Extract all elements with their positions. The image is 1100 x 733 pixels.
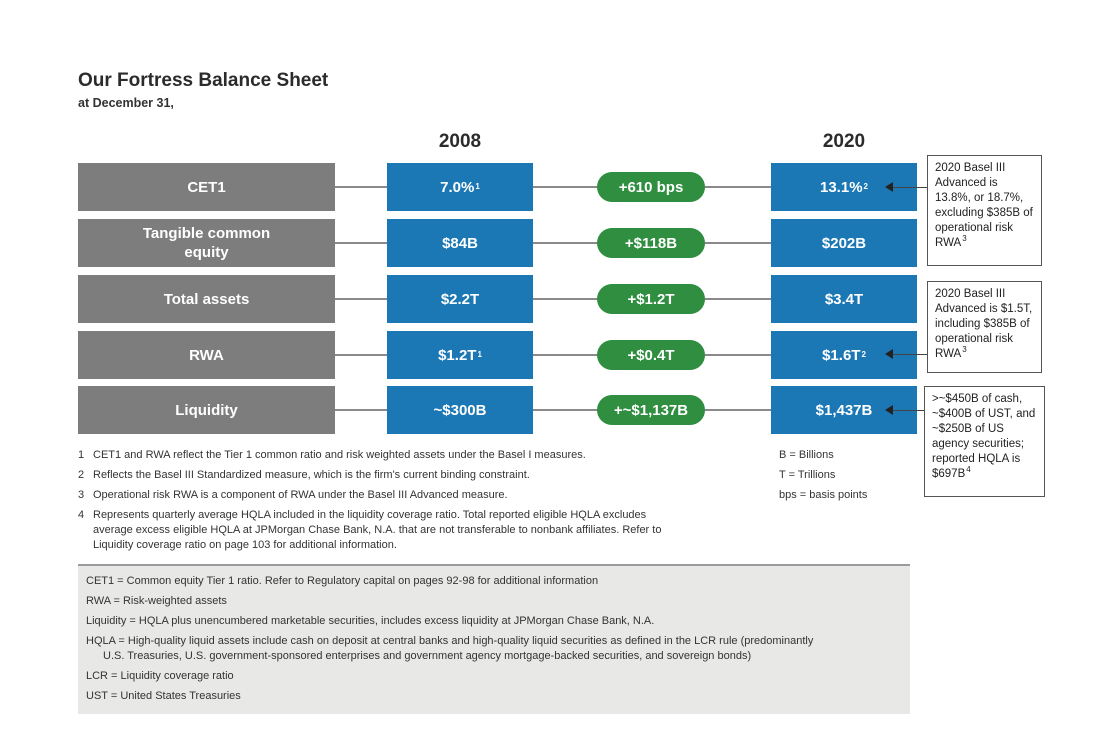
row-connector-line [335, 242, 771, 244]
change-pill-text: +$1.2T [627, 290, 675, 308]
row-connector-line [335, 354, 771, 356]
footnote-text: Represents quarterly average HQLA includ… [93, 509, 662, 551]
row-connector-line [335, 298, 771, 300]
change-pill-text: +~$1,137B [613, 401, 689, 419]
value-2008: ~$300B [387, 386, 533, 434]
value-2020: $3.4T [771, 275, 917, 323]
column-header-2008: 2008 [438, 131, 482, 152]
value-2008-text: $2.2T [440, 290, 480, 308]
footnote-number: 4 [78, 509, 85, 521]
value-2020: $1.6T 2 [771, 331, 917, 379]
footnote-ref: 4 [966, 465, 971, 475]
change-pill: +$0.4T [597, 340, 705, 370]
glossary-item: CET1 = Common equity Tier 1 ratio. Refer… [86, 574, 902, 589]
annotation-note: 2020 Basel III Advanced is $1.5T, includ… [927, 281, 1042, 373]
change-pill: +610 bps [597, 172, 705, 202]
glossary-item: RWA = Risk-weighted assets [86, 594, 902, 609]
footnote-text: Reflects the Basel III Standardized meas… [93, 469, 530, 481]
units-legend: B = Billions T = Trillions bps = basis p… [779, 448, 867, 508]
value-2008: $1.2T 1 [387, 331, 533, 379]
row-label-text: Tangible common equity [142, 225, 271, 261]
row-connector-line [335, 409, 771, 411]
legend-item: T = Trillions [779, 469, 836, 481]
value-2008-text: $1.2T [438, 346, 477, 364]
value-2008: $2.2T [387, 275, 533, 323]
page-subtitle: at December 31, [78, 96, 174, 110]
annotation-text: 2020 Basel III Advanced is $1.5T, includ… [935, 288, 1033, 360]
footnote: 4 Represents quarterly average HQLA incl… [78, 508, 688, 553]
footnote: 2 Reflects the Basel III Standardized me… [78, 468, 688, 483]
glossary-text: RWA = Risk-weighted assets [86, 595, 227, 607]
value-2020: $202B [771, 219, 917, 267]
glossary-text: HQLA = High-quality liquid assets includ… [86, 635, 814, 647]
annotation-arrow-line [893, 410, 924, 411]
row-label-text: RWA [189, 346, 224, 364]
row-label: CET1 [78, 163, 335, 211]
legend-item: B = Billions [779, 449, 834, 461]
value-2020-text: $1.6T [822, 346, 861, 364]
glossary-item: HQLA = High-quality liquid assets includ… [86, 634, 902, 664]
footnotes: 1 CET1 and RWA reflect the Tier 1 common… [78, 448, 688, 558]
glossary-text: UST = United States Treasuries [86, 690, 241, 702]
page-title: Our Fortress Balance Sheet [78, 70, 329, 91]
footnote-text: CET1 and RWA reflect the Tier 1 common r… [93, 449, 586, 461]
value-2020-text: $202B [821, 234, 867, 252]
value-2020-text: 13.1% [820, 178, 863, 196]
arrow-left-icon [885, 182, 893, 192]
column-header-2020: 2020 [822, 131, 866, 152]
arrow-left-icon [885, 405, 893, 415]
change-pill-text: +610 bps [618, 178, 684, 196]
value-2008-text: ~$300B [433, 401, 487, 419]
glossary-item: Liquidity = HQLA plus unencumbered marke… [86, 614, 902, 629]
footnote: 3 Operational risk RWA is a component of… [78, 488, 688, 503]
arrow-left-icon [885, 349, 893, 359]
change-pill: +~$1,137B [597, 395, 705, 425]
footnote: 1 CET1 and RWA reflect the Tier 1 common… [78, 448, 688, 463]
row-connector-line [335, 186, 771, 188]
annotation-note: >~$450B of cash, ~$400B of UST, and ~$25… [924, 386, 1045, 497]
row-label-text: CET1 [187, 178, 226, 196]
row-label: Tangible common equity [78, 219, 335, 267]
glossary-box: CET1 = Common equity Tier 1 ratio. Refer… [78, 564, 910, 714]
row-label: RWA [78, 331, 335, 379]
value-2008: $84B [387, 219, 533, 267]
value-2008-text: $84B [442, 234, 478, 252]
row-label: Total assets [78, 275, 335, 323]
value-2008: 7.0% 1 [387, 163, 533, 211]
glossary-item: LCR = Liquidity coverage ratio [86, 669, 902, 684]
change-pill-text: +$0.4T [627, 346, 675, 364]
annotation-text: 2020 Basel III Advanced is 13.8%, or 18.… [935, 162, 1033, 249]
annotation-arrow-line [893, 187, 927, 188]
annotation-text: >~$450B of cash, ~$400B of UST, and ~$25… [932, 393, 1036, 480]
footnote-number: 3 [78, 489, 85, 501]
footnote-text: Operational risk RWA is a component of R… [93, 489, 508, 501]
row-label-text: Total assets [163, 290, 250, 308]
footnote-number: 1 [78, 449, 85, 461]
footnote-ref: 3 [962, 345, 967, 355]
glossary-text: CET1 = Common equity Tier 1 ratio. Refer… [86, 575, 599, 587]
glossary-text-continued: U.S. Treasuries, U.S. government-sponsor… [103, 650, 752, 662]
glossary-item: UST = United States Treasuries [86, 689, 902, 704]
footnote-number: 2 [78, 469, 85, 481]
legend-item: bps = basis points [779, 489, 868, 501]
change-pill-text: +$118B [624, 234, 678, 252]
value-2008-text: 7.0% [440, 178, 475, 196]
value-2020-text: $3.4T [824, 290, 864, 308]
annotation-note: 2020 Basel III Advanced is 13.8%, or 18.… [927, 155, 1042, 266]
row-label: Liquidity [78, 386, 335, 434]
glossary-text: Liquidity = HQLA plus unencumbered marke… [86, 615, 655, 627]
row-label-text: Liquidity [175, 401, 238, 419]
footnote-ref: 3 [962, 234, 967, 244]
change-pill: +$118B [597, 228, 705, 258]
value-2020-text: $1,437B [815, 401, 873, 419]
change-pill: +$1.2T [597, 284, 705, 314]
value-2020: 13.1% 2 [771, 163, 917, 211]
glossary-text: LCR = Liquidity coverage ratio [86, 670, 234, 682]
annotation-arrow-line [893, 354, 927, 355]
